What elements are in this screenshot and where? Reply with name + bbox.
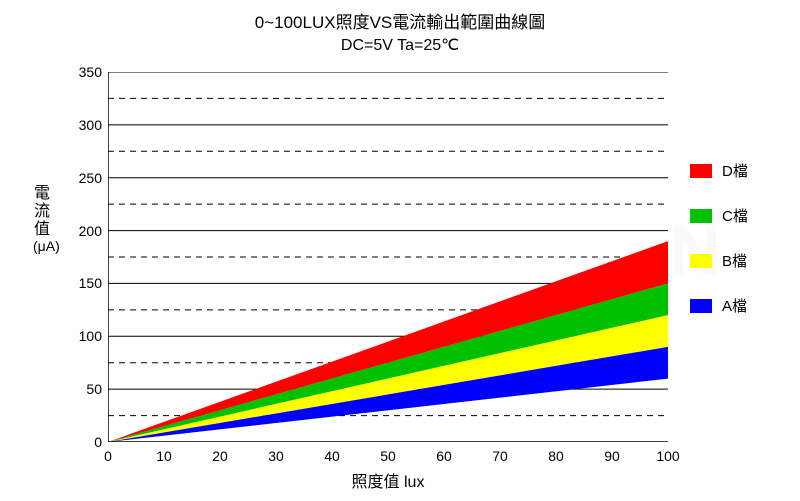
title-line-2: DC=5V Ta=25℃ — [0, 36, 800, 57]
legend-label-d: D檔 — [722, 160, 748, 181]
y-tick-label: 0 — [74, 434, 102, 450]
y-tick-label: 300 — [74, 117, 102, 133]
legend-swatch-b — [690, 254, 712, 268]
title-line-1: 0~100LUX照度VS電流輸出範圍曲線圖 — [0, 12, 800, 34]
y-tick-label: 200 — [74, 223, 102, 239]
plot-area — [108, 72, 668, 442]
legend-item-d: D檔 — [690, 160, 790, 181]
legend-swatch-c — [690, 209, 712, 223]
legend-label-a: A檔 — [722, 295, 747, 316]
x-tick-label: 100 — [656, 448, 679, 464]
x-tick-label: 70 — [492, 448, 508, 464]
y-tick-label: 50 — [74, 381, 102, 397]
ylabel-char: (μA) — [33, 239, 51, 255]
y-tick-label: 250 — [74, 170, 102, 186]
plot-svg — [108, 72, 668, 442]
chart-title: 0~100LUX照度VS電流輸出範圍曲線圖 DC=5V Ta=25℃ — [0, 12, 800, 57]
y-tick-label: 350 — [74, 64, 102, 80]
x-tick-label: 80 — [548, 448, 564, 464]
x-tick-label: 10 — [156, 448, 172, 464]
x-tick-label: 90 — [604, 448, 620, 464]
x-tick-label: 0 — [104, 448, 112, 464]
x-tick-label: 50 — [380, 448, 396, 464]
y-tick-label: 100 — [74, 328, 102, 344]
legend-swatch-d — [690, 164, 712, 178]
ylabel-char: 電 — [33, 185, 51, 203]
legend-label-b: B檔 — [722, 250, 747, 271]
legend-label-c: C檔 — [722, 205, 748, 226]
y-tick-label: 150 — [74, 275, 102, 291]
x-tick-label: 30 — [268, 448, 284, 464]
ylabel-char: 值 — [33, 221, 51, 239]
x-tick-label: 20 — [212, 448, 228, 464]
legend-item-a: A檔 — [690, 295, 790, 316]
y-axis-label: 電 流 值 (μA) — [33, 185, 51, 254]
ylabel-char: 流 — [33, 203, 51, 221]
x-axis-label: 照度值 lux — [108, 468, 668, 492]
legend-swatch-a — [690, 299, 712, 313]
x-tick-label: 40 — [324, 448, 340, 464]
legend-item-c: C檔 — [690, 205, 790, 226]
legend-item-b: B檔 — [690, 250, 790, 271]
legend: D檔 C檔 B檔 A檔 — [690, 160, 790, 340]
x-tick-label: 60 — [436, 448, 452, 464]
